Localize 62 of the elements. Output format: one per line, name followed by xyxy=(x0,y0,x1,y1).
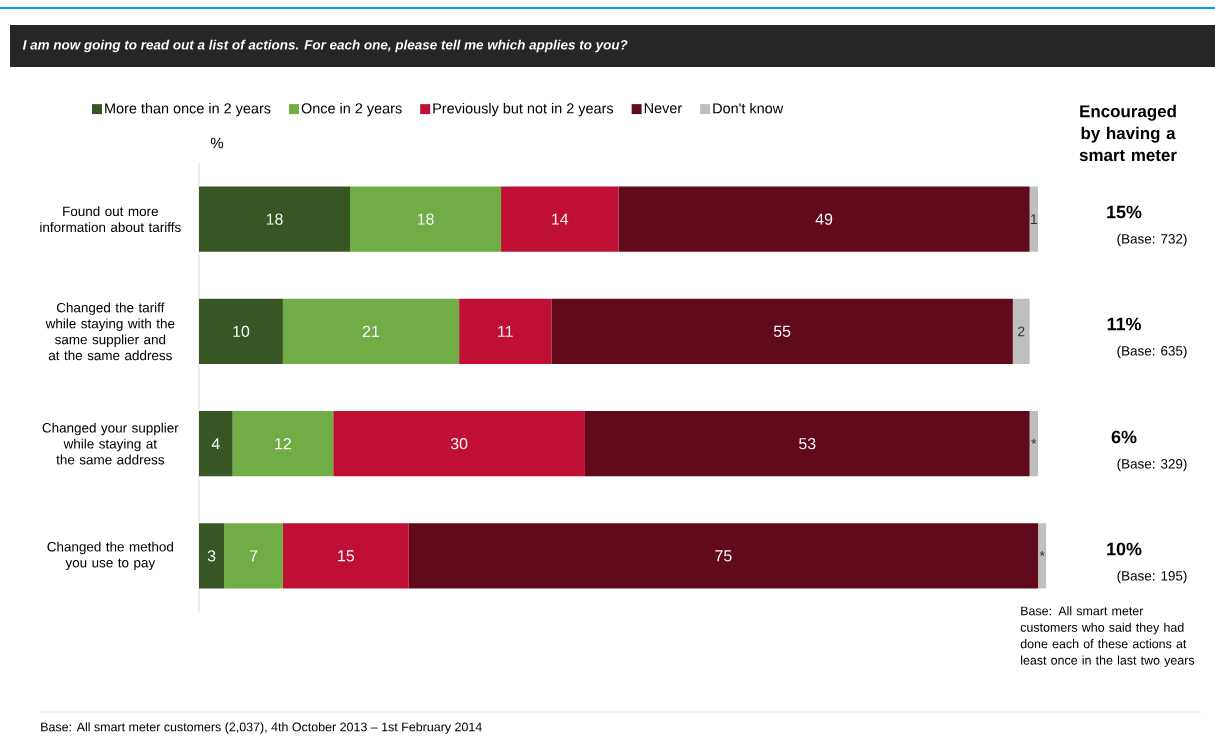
bar xyxy=(408,523,1039,589)
text: (Base: 329) xyxy=(1117,458,1187,472)
bar xyxy=(1038,523,1047,589)
data-label: 3 xyxy=(207,550,216,562)
y-tick-label: Changed the tariff while staying with the same supplier and at the same address xyxy=(45,302,175,361)
bar xyxy=(199,523,225,589)
bar xyxy=(333,411,585,477)
y-tick-label: Found out more information about tariffs xyxy=(40,206,181,233)
data-label: 18 xyxy=(266,213,283,225)
legend-label: Don't know xyxy=(713,102,784,114)
text: (Base: 732) xyxy=(1117,233,1187,247)
data-label: 14 xyxy=(552,213,569,225)
bar xyxy=(1029,411,1039,477)
legend-label: More than once in 2 years xyxy=(105,102,271,117)
y-tick-label: Changed the method you use to pay xyxy=(47,541,173,571)
bar xyxy=(584,411,1030,477)
text: % xyxy=(210,137,224,149)
data-label: 2 xyxy=(1018,326,1025,337)
bar xyxy=(1012,298,1030,364)
data-label: 30 xyxy=(450,437,468,450)
text: 6% xyxy=(1111,430,1137,444)
data-label: 11 xyxy=(498,325,513,337)
text: 11% xyxy=(1107,317,1141,331)
bar xyxy=(199,186,351,252)
text: Base: All smart meter customers (2,037), 4th October 2013 – 1st February 2014 xyxy=(41,722,482,734)
bar xyxy=(459,298,552,364)
bar xyxy=(224,523,283,589)
bar xyxy=(232,411,334,477)
data-label: 4 xyxy=(211,438,220,450)
data-label: * xyxy=(1031,438,1037,444)
data-label: 10 xyxy=(233,325,250,338)
data-label: 21 xyxy=(362,325,380,337)
data-label: 55 xyxy=(773,325,791,337)
legend-label: Once in 2 years xyxy=(301,102,402,117)
bar xyxy=(282,298,460,364)
data-label: 15 xyxy=(338,550,355,562)
text: 15% xyxy=(1107,205,1142,219)
y-tick-label: Changed your supplier while staying at the same address xyxy=(42,422,179,465)
bar xyxy=(1029,186,1039,252)
chart-title: I am now going to read out a list of actions. For each one, please tell me which applies to you? xyxy=(22,39,628,53)
annotation: Base: All smart meter customers who said they had done each of these actions at least once in the last two years xyxy=(1020,606,1195,668)
data-label: 12 xyxy=(275,438,291,450)
data-label: 7 xyxy=(249,550,258,562)
text: (Base: 195) xyxy=(1117,570,1187,584)
bar xyxy=(199,411,233,477)
bar xyxy=(199,298,283,364)
data-label: * xyxy=(1039,551,1045,556)
bar xyxy=(551,298,1013,364)
data-label: 18 xyxy=(417,213,434,225)
bar xyxy=(282,523,409,589)
bar xyxy=(618,186,1030,252)
bar xyxy=(501,186,619,252)
legend-label: Previously but not in 2 years xyxy=(433,102,614,117)
text: (Base: 635) xyxy=(1117,345,1187,359)
data-label: 75 xyxy=(715,550,732,562)
data-label: 53 xyxy=(799,437,816,450)
data-label: 1 xyxy=(1031,214,1038,224)
text: Encouraged by having a smart meter xyxy=(1079,104,1177,162)
bar xyxy=(350,186,502,252)
text: 10% xyxy=(1107,542,1142,556)
legend-label: Never xyxy=(644,103,682,114)
data-label: 49 xyxy=(815,213,833,225)
